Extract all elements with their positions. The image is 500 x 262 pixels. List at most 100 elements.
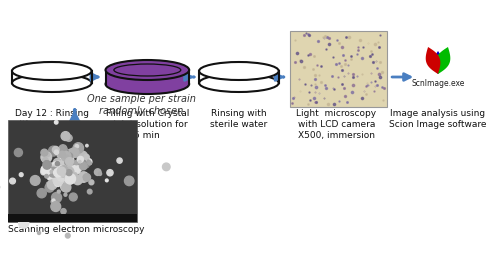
Circle shape [60,169,64,172]
Circle shape [70,176,72,178]
Circle shape [87,160,90,163]
Circle shape [77,151,88,162]
Circle shape [41,169,46,175]
Circle shape [117,158,122,163]
Circle shape [68,180,71,183]
Circle shape [69,177,74,182]
Circle shape [88,189,92,194]
Circle shape [56,166,60,169]
Circle shape [50,162,59,172]
Ellipse shape [12,62,92,80]
Circle shape [56,164,66,175]
Circle shape [64,162,71,169]
Circle shape [60,161,64,165]
Circle shape [46,172,55,180]
Circle shape [60,182,70,192]
Circle shape [61,166,71,176]
Circle shape [56,161,62,167]
Circle shape [61,170,64,173]
Polygon shape [436,47,450,74]
Circle shape [66,233,70,238]
Circle shape [59,168,66,174]
Circle shape [59,167,65,172]
Circle shape [68,173,72,177]
Circle shape [59,145,67,153]
Circle shape [86,144,88,147]
Circle shape [84,162,89,168]
Circle shape [89,180,94,185]
Circle shape [52,169,57,174]
Circle shape [60,168,64,172]
Circle shape [58,175,60,177]
Circle shape [78,172,89,182]
Circle shape [53,175,64,185]
Circle shape [76,165,82,172]
Circle shape [58,168,68,177]
Circle shape [88,161,92,165]
Circle shape [53,171,61,179]
Circle shape [62,158,68,163]
Circle shape [62,174,68,180]
Circle shape [62,163,72,174]
Circle shape [106,179,108,182]
Circle shape [50,163,60,173]
Circle shape [50,170,53,173]
Circle shape [46,182,49,185]
Circle shape [52,162,59,168]
Ellipse shape [199,74,278,92]
Circle shape [71,162,78,168]
Circle shape [37,189,46,198]
Circle shape [107,170,113,176]
Circle shape [64,176,67,179]
Text: Day 12 : Rinsing
with sterile water: Day 12 : Rinsing with sterile water [12,109,92,129]
Circle shape [58,170,62,175]
Circle shape [162,163,170,171]
Circle shape [62,150,65,154]
Circle shape [66,171,73,178]
Circle shape [58,156,68,166]
Circle shape [73,176,82,185]
Ellipse shape [106,60,189,80]
Circle shape [64,167,74,177]
Circle shape [60,172,66,178]
Circle shape [56,170,62,175]
Circle shape [62,183,71,192]
Circle shape [59,168,66,174]
Circle shape [76,168,79,171]
Circle shape [58,167,66,175]
Circle shape [56,176,62,182]
Circle shape [42,157,48,163]
Circle shape [58,168,66,177]
Circle shape [66,135,72,141]
Circle shape [70,148,79,157]
Circle shape [57,172,66,181]
Ellipse shape [12,74,92,92]
Circle shape [62,172,65,176]
Circle shape [48,167,58,177]
Circle shape [51,200,55,204]
Circle shape [52,193,62,203]
Circle shape [56,162,60,166]
Circle shape [57,167,66,175]
Circle shape [58,162,60,166]
Circle shape [94,169,101,176]
Circle shape [75,145,78,148]
Circle shape [52,168,59,175]
Circle shape [54,159,62,167]
Circle shape [80,162,87,170]
Circle shape [52,146,59,153]
Circle shape [54,168,63,177]
Circle shape [60,170,64,173]
Text: Filling with Crystal
violet solution for
5 min: Filling with Crystal violet solution for… [106,109,189,140]
Circle shape [74,161,78,165]
Circle shape [48,180,57,189]
Circle shape [59,166,68,175]
Circle shape [86,159,92,165]
Circle shape [44,174,48,178]
Circle shape [51,202,60,211]
Circle shape [68,173,72,176]
Circle shape [48,146,58,156]
Circle shape [70,193,77,201]
Circle shape [41,149,48,156]
Circle shape [62,169,66,173]
